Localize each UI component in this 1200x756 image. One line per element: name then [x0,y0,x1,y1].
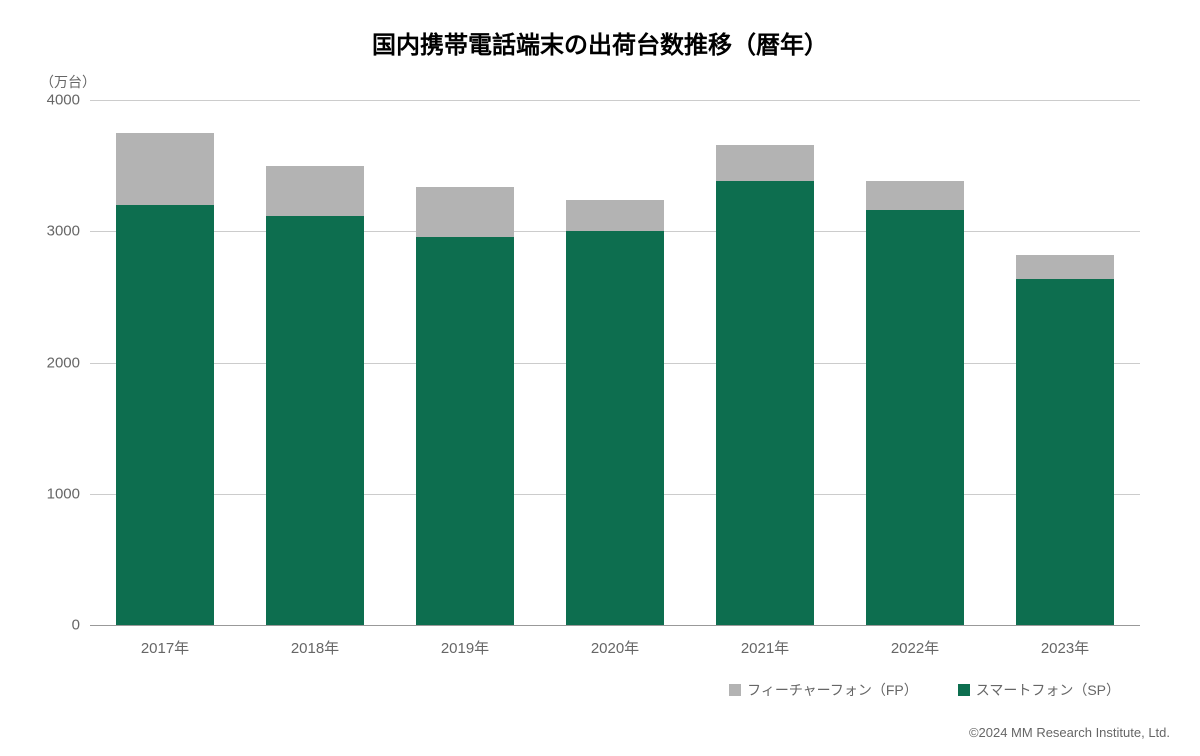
bar-group: 2021年 [716,100,814,625]
bar-segment-sp [566,231,664,625]
bar-segment-sp [1016,279,1114,626]
bar-segment-fp [1016,255,1114,279]
bar-stack [1016,255,1114,625]
bar-group: 2019年 [416,100,514,625]
bar-segment-sp [266,216,364,626]
bar-stack [866,181,964,625]
chart-title: 国内携帯電話端末の出荷台数推移（暦年） [0,0,1200,70]
legend-item: フィーチャーフォン（FP） [729,680,918,700]
bar-stack [116,133,214,625]
bar-group: 2017年 [116,100,214,625]
y-axis-unit: （万台） [40,72,96,92]
x-tick-label: 2022年 [891,637,939,658]
bars-container: 2017年 2018年 2019年 2020年 2021年 2022年 2023年 [90,100,1140,625]
bar-segment-fp [716,145,814,182]
x-tick-label: 2020年 [591,637,639,658]
bar-segment-fp [566,200,664,232]
bar-segment-fp [266,166,364,216]
x-tick-label: 2019年 [441,637,489,658]
y-tick-label: 3000 [47,223,80,240]
bar-segment-sp [866,210,964,625]
bar-group: 2018年 [266,100,364,625]
bar-segment-sp [716,181,814,625]
x-tick-label: 2018年 [291,637,339,658]
legend-swatch [729,684,741,696]
legend-swatch [958,684,970,696]
bar-stack [266,166,364,625]
bar-stack [416,187,514,625]
y-tick-label: 4000 [47,92,80,109]
legend: フィーチャーフォン（FP） スマートフォン（SP） [729,680,1120,700]
bar-segment-sp [116,205,214,625]
bar-segment-fp [416,187,514,237]
y-tick-label: 2000 [47,354,80,371]
gridline [90,625,1140,626]
y-tick-label: 1000 [47,485,80,502]
bar-stack [566,200,664,625]
bar-stack [716,145,814,625]
bar-group: 2020年 [566,100,664,625]
x-tick-label: 2023年 [1041,637,1089,658]
y-tick-label: 0 [72,617,80,634]
bar-segment-fp [866,181,964,210]
bar-group: 2023年 [1016,100,1114,625]
bar-segment-sp [416,237,514,626]
legend-label: スマートフォン（SP） [976,680,1120,700]
copyright: ©2024 MM Research Institute, Ltd. [969,725,1170,740]
legend-label: フィーチャーフォン（FP） [747,680,918,700]
bar-group: 2022年 [866,100,964,625]
plot-area: 2017年2018年2019年2020年2021年2022年2023年 0100… [90,100,1140,625]
bar-segment-fp [116,133,214,205]
x-tick-label: 2017年 [141,637,189,658]
legend-item: スマートフォン（SP） [958,680,1120,700]
x-tick-label: 2021年 [741,637,789,658]
